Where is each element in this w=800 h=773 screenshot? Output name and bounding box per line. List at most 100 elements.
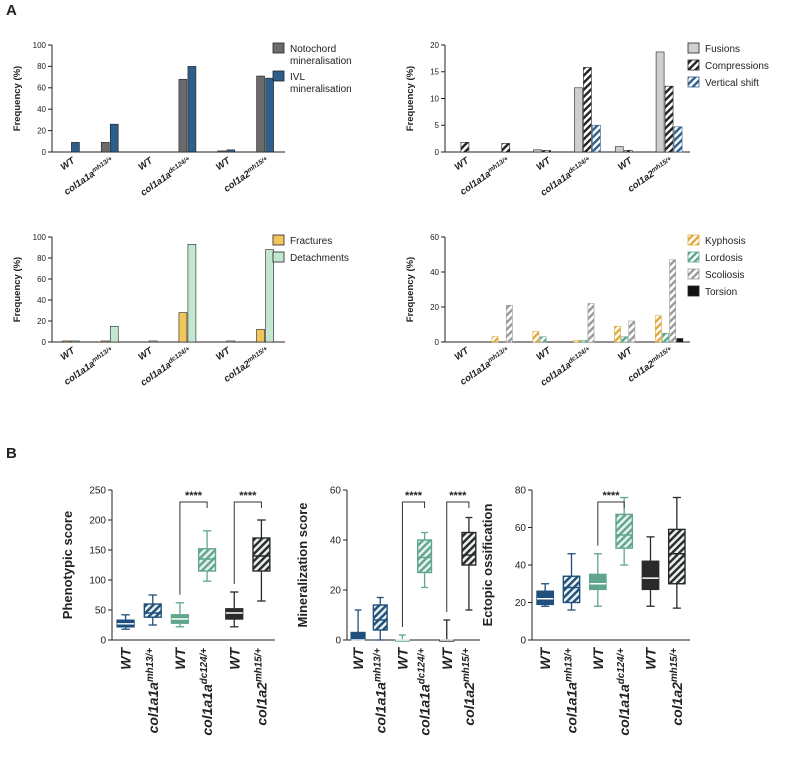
bar-kyphosis <box>491 336 499 343</box>
legend-swatch <box>272 42 285 54</box>
category-label: WT <box>136 155 155 173</box>
bar-ivl-mineralisation <box>265 77 274 153</box>
category-label: WT <box>59 345 78 363</box>
legend-swatch <box>687 234 700 246</box>
legend-swatch <box>687 285 700 297</box>
y-tick-label: 100 <box>33 41 47 50</box>
bar-torsion <box>676 338 684 343</box>
y-axis-label: Frequency (%) <box>405 257 416 322</box>
bar-fractures <box>256 329 265 343</box>
y-tick-label: 80 <box>515 486 527 497</box>
significance-label: **** <box>405 490 423 502</box>
bar-fusions <box>655 51 665 153</box>
legend-swatch <box>687 268 700 280</box>
legend-label-cont: mineralisation <box>290 56 352 67</box>
significance-label: **** <box>185 490 203 502</box>
category-label: WT <box>172 647 188 670</box>
bar-detachments <box>265 249 274 343</box>
y-tick-label: 40 <box>330 536 342 547</box>
y-tick-label: 0 <box>435 148 440 157</box>
y-tick-label: 10 <box>430 94 439 103</box>
bar-fractures <box>178 312 188 343</box>
bar-fusions <box>533 149 542 153</box>
legend-label: Torsion <box>705 287 737 298</box>
category-label: WT <box>453 155 472 173</box>
y-axis-label: Frequency (%) <box>12 257 23 322</box>
category-label: col1a2mh15/+ <box>668 648 685 726</box>
legend-swatch <box>272 234 285 246</box>
box-plot-b3: 0 20 40 60 80 Ectopic ossification WT col1a1amh… <box>480 486 690 736</box>
significance-label: **** <box>239 490 257 502</box>
significance-bracket <box>597 501 625 546</box>
box <box>641 560 660 591</box>
bar-kyphosis <box>573 339 581 343</box>
bar-ivl-mineralisation <box>109 123 119 153</box>
y-tick-label: 15 <box>430 68 439 77</box>
legend-label: Fusions <box>705 44 740 55</box>
box <box>197 548 217 572</box>
significance-label: **** <box>602 490 620 502</box>
legend-label: Detachments <box>290 253 349 264</box>
bar-compressions <box>460 142 470 153</box>
y-tick-label: 20 <box>430 41 439 50</box>
box-plot-b1: 0 50 100 150 200 250 Phenotypic score WT col1a1a… <box>60 486 275 736</box>
legend-swatch <box>272 251 285 263</box>
legend-label: Vertical shift <box>705 78 759 89</box>
panel-label-a: A <box>6 2 17 19</box>
category-label: WT <box>59 155 78 173</box>
y-tick-label: 60 <box>515 523 527 534</box>
y-tick-label: 150 <box>89 546 106 557</box>
y-tick-label: 0 <box>42 148 47 157</box>
y-tick-label: 0 <box>435 338 440 347</box>
y-tick-label: 20 <box>330 586 342 597</box>
y-tick-label: 60 <box>330 486 342 497</box>
box <box>536 590 555 606</box>
bar-notochord-mineralisation <box>217 150 227 153</box>
y-tick-label: 0 <box>100 636 106 647</box>
bar-lordosis <box>539 336 547 343</box>
y-axis-label: Ectopic ossification <box>480 504 495 627</box>
bar-compressions <box>501 143 511 153</box>
box <box>588 573 607 591</box>
y-tick-label: 200 <box>89 516 106 527</box>
category-label: WT <box>394 647 410 670</box>
significance-bracket <box>179 501 208 595</box>
panel-label-b: B <box>6 445 17 462</box>
legend-label: Compressions <box>705 61 769 72</box>
y-tick-label: 0 <box>335 636 341 647</box>
bar-vertical-shift <box>673 126 683 153</box>
legend-label: Lordosis <box>705 253 743 264</box>
box <box>461 531 477 566</box>
box <box>372 604 388 631</box>
legend-label-cont: mineralisation <box>290 84 352 95</box>
bar-fusions <box>614 146 624 153</box>
box <box>562 575 581 604</box>
bar-compressions <box>623 150 633 153</box>
y-tick-label: 50 <box>95 606 107 617</box>
bar-kyphosis <box>614 325 621 343</box>
bar-lordosis <box>580 339 588 343</box>
category-label: col1a1adc124/+ <box>199 648 216 736</box>
y-tick-label: 0 <box>520 636 526 647</box>
y-tick-label: 60 <box>37 84 46 93</box>
category-label: WT <box>118 647 134 670</box>
bar-kyphosis <box>532 331 540 343</box>
y-tick-label: 40 <box>37 296 46 305</box>
legend-swatch <box>687 42 700 54</box>
category-label: WT <box>214 155 233 173</box>
significance-bracket <box>446 501 470 612</box>
y-tick-label: 0 <box>42 338 47 347</box>
bar-fractures <box>100 340 110 343</box>
y-tick-label: 40 <box>430 268 439 277</box>
category-label: WT <box>214 345 233 363</box>
category-label: WT <box>590 647 606 670</box>
category-label: col1a1adc124/+ <box>616 648 633 736</box>
category-label: col1a1amh13/+ <box>563 648 580 734</box>
bar-detachments <box>109 325 119 343</box>
box <box>615 513 634 549</box>
category-label: col1a2mh15/+ <box>626 345 676 385</box>
category-label: WT <box>226 647 242 670</box>
category-label: WT <box>136 345 155 363</box>
